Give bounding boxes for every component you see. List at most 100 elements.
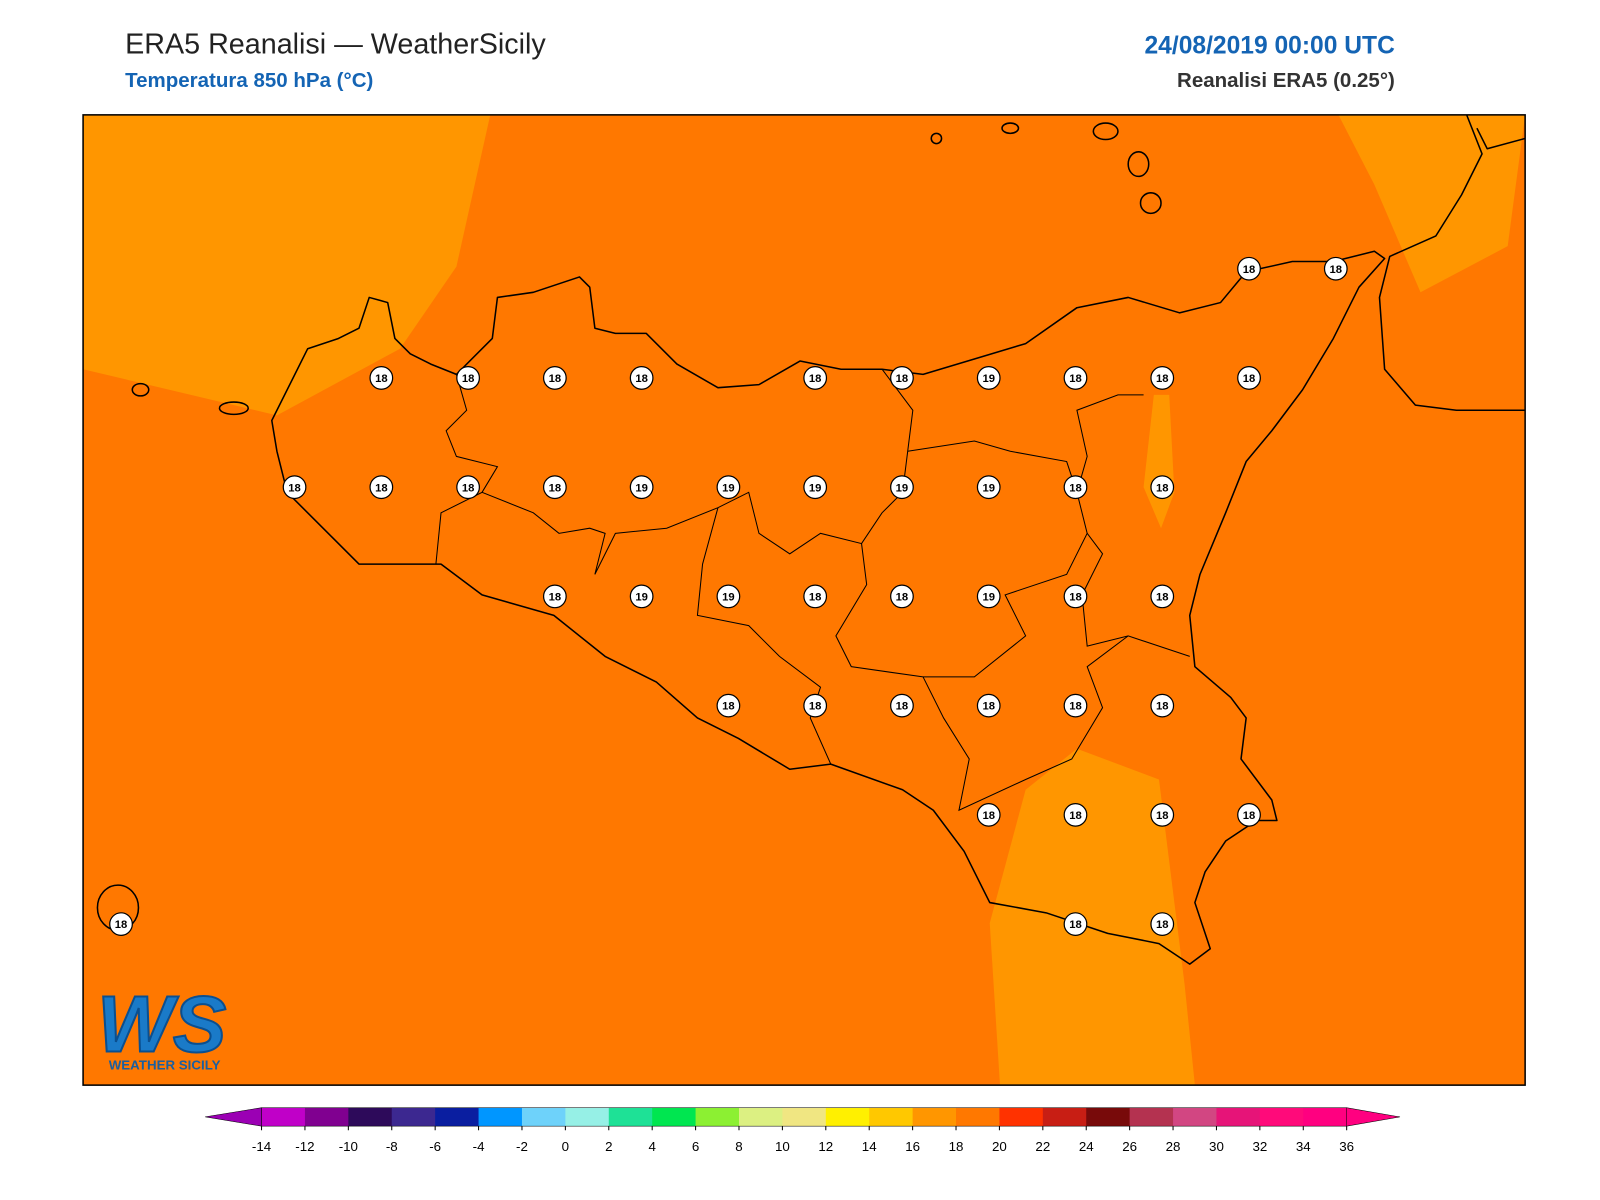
subtitle: Temperatura 850 hPa (°C) [125,69,373,92]
station-value: 18 [375,373,388,385]
colorbar-segment [478,1107,523,1127]
station-marker [976,584,1001,609]
station-value: 18 [549,373,562,385]
colorbar-tick-label: 18 [949,1139,964,1154]
station-marker [369,366,394,390]
station-marker [1063,693,1088,718]
station-value: 18 [1156,701,1169,713]
colorbar-tick-label: -2 [516,1139,528,1154]
island [930,132,943,145]
colorbar-segment [304,1107,349,1127]
station-marker [1323,256,1348,281]
station-marker [803,366,828,390]
date: 24/08/2019 00:00 UTC [1144,32,1395,59]
logo: WS WEATHER SICILY [96,978,227,1072]
field-patch [83,114,491,416]
station-value: 19 [982,592,995,604]
station-value: 18 [115,919,128,931]
colorbar-segment [1259,1107,1304,1127]
colorbar-segment [999,1107,1044,1127]
colorbar-segment [435,1107,480,1127]
title: ERA5 Reanalisi — WeatherSicily [125,28,546,60]
colorbar-over [1346,1107,1401,1127]
colorbar-tick-label: 8 [735,1139,742,1154]
station-value: 18 [549,482,562,494]
station-marker [542,366,567,390]
station-marker [716,584,741,609]
station-marker [1150,475,1175,500]
station-marker [976,475,1001,500]
province-border [1081,533,1190,657]
colorbar-tick-label: 26 [1122,1139,1137,1154]
station-value: 19 [722,592,735,604]
station-value: 18 [982,701,995,713]
station-value: 18 [809,373,822,385]
station-marker [1150,366,1175,390]
island [218,401,249,416]
station-marker [1063,584,1088,609]
station-value: 19 [982,482,995,494]
station-marker [542,584,567,609]
island [131,382,150,397]
station-value: 18 [1156,482,1169,494]
station-value: 19 [982,373,995,385]
station-value: 18 [1069,482,1082,494]
colorbar-segment [825,1107,870,1127]
province-border [1076,394,1144,493]
colorbar-tick-label: -12 [295,1139,314,1154]
colorbar-segment [695,1107,740,1127]
station-value: 18 [809,592,822,604]
island [1139,192,1162,215]
colorbar-tick-label: 22 [1035,1139,1050,1154]
stations: 18 18 18 18 18 18 18 18 19 18 18 18 18 18 18 18 19 19 19 19… [109,256,1348,936]
station-marker [456,475,480,500]
colorbar-tick-label: 10 [775,1139,790,1154]
station-marker [1063,366,1088,390]
station-value: 19 [635,482,648,494]
colorbar-segment [782,1107,827,1127]
station-marker [1237,366,1261,390]
field-patch [989,748,1195,1086]
colorbar-tick-label: 30 [1209,1139,1224,1154]
colorbar-segment [956,1107,1000,1127]
station-value: 18 [1156,919,1169,931]
station-value: 18 [1069,373,1082,385]
station-marker [1063,802,1088,827]
colorbar-tick-label: 0 [562,1139,569,1154]
station-marker [109,912,133,936]
colorbar-segment [608,1107,653,1127]
station-value: 18 [1156,592,1169,604]
station-value: 18 [1069,592,1082,604]
colorbar-segment [1303,1107,1348,1127]
island [1092,122,1119,141]
calabria-coast [1476,127,1526,150]
colorbar-tick-label: 12 [818,1139,833,1154]
station-marker [976,366,1001,390]
colorbar-tick-label: 24 [1079,1139,1094,1154]
station-marker [803,693,828,718]
colorbar-tick-label: 36 [1339,1139,1354,1154]
station-value: 18 [982,810,995,822]
station-marker [1150,693,1175,718]
colorbar: -14 -12 -10 -8 -6 -4 -2 0 2 4 6 8 10 12 14 16 18 20 22 24 26… [205,1107,1401,1154]
station-marker [629,366,654,390]
station-marker [1237,256,1261,281]
station-value: 18 [1243,810,1256,822]
colorbar-segment [391,1107,436,1127]
field [83,114,1526,1086]
colorbar-tick-label: 4 [648,1139,656,1154]
colorbar-segment [565,1107,610,1127]
colorbar-tick-label: -4 [473,1139,485,1154]
station-marker [976,693,1001,718]
colorbar-segment [912,1107,957,1127]
station-marker [716,475,741,500]
colorbar-tick-label: 2 [605,1139,612,1154]
station-marker [629,584,654,609]
logo-mark: WS [97,979,226,1068]
colorbar-tick-label: 14 [862,1139,877,1154]
station-marker [890,584,914,609]
station-value: 18 [288,482,301,494]
station-value: 18 [1156,373,1169,385]
station-marker [369,475,394,500]
